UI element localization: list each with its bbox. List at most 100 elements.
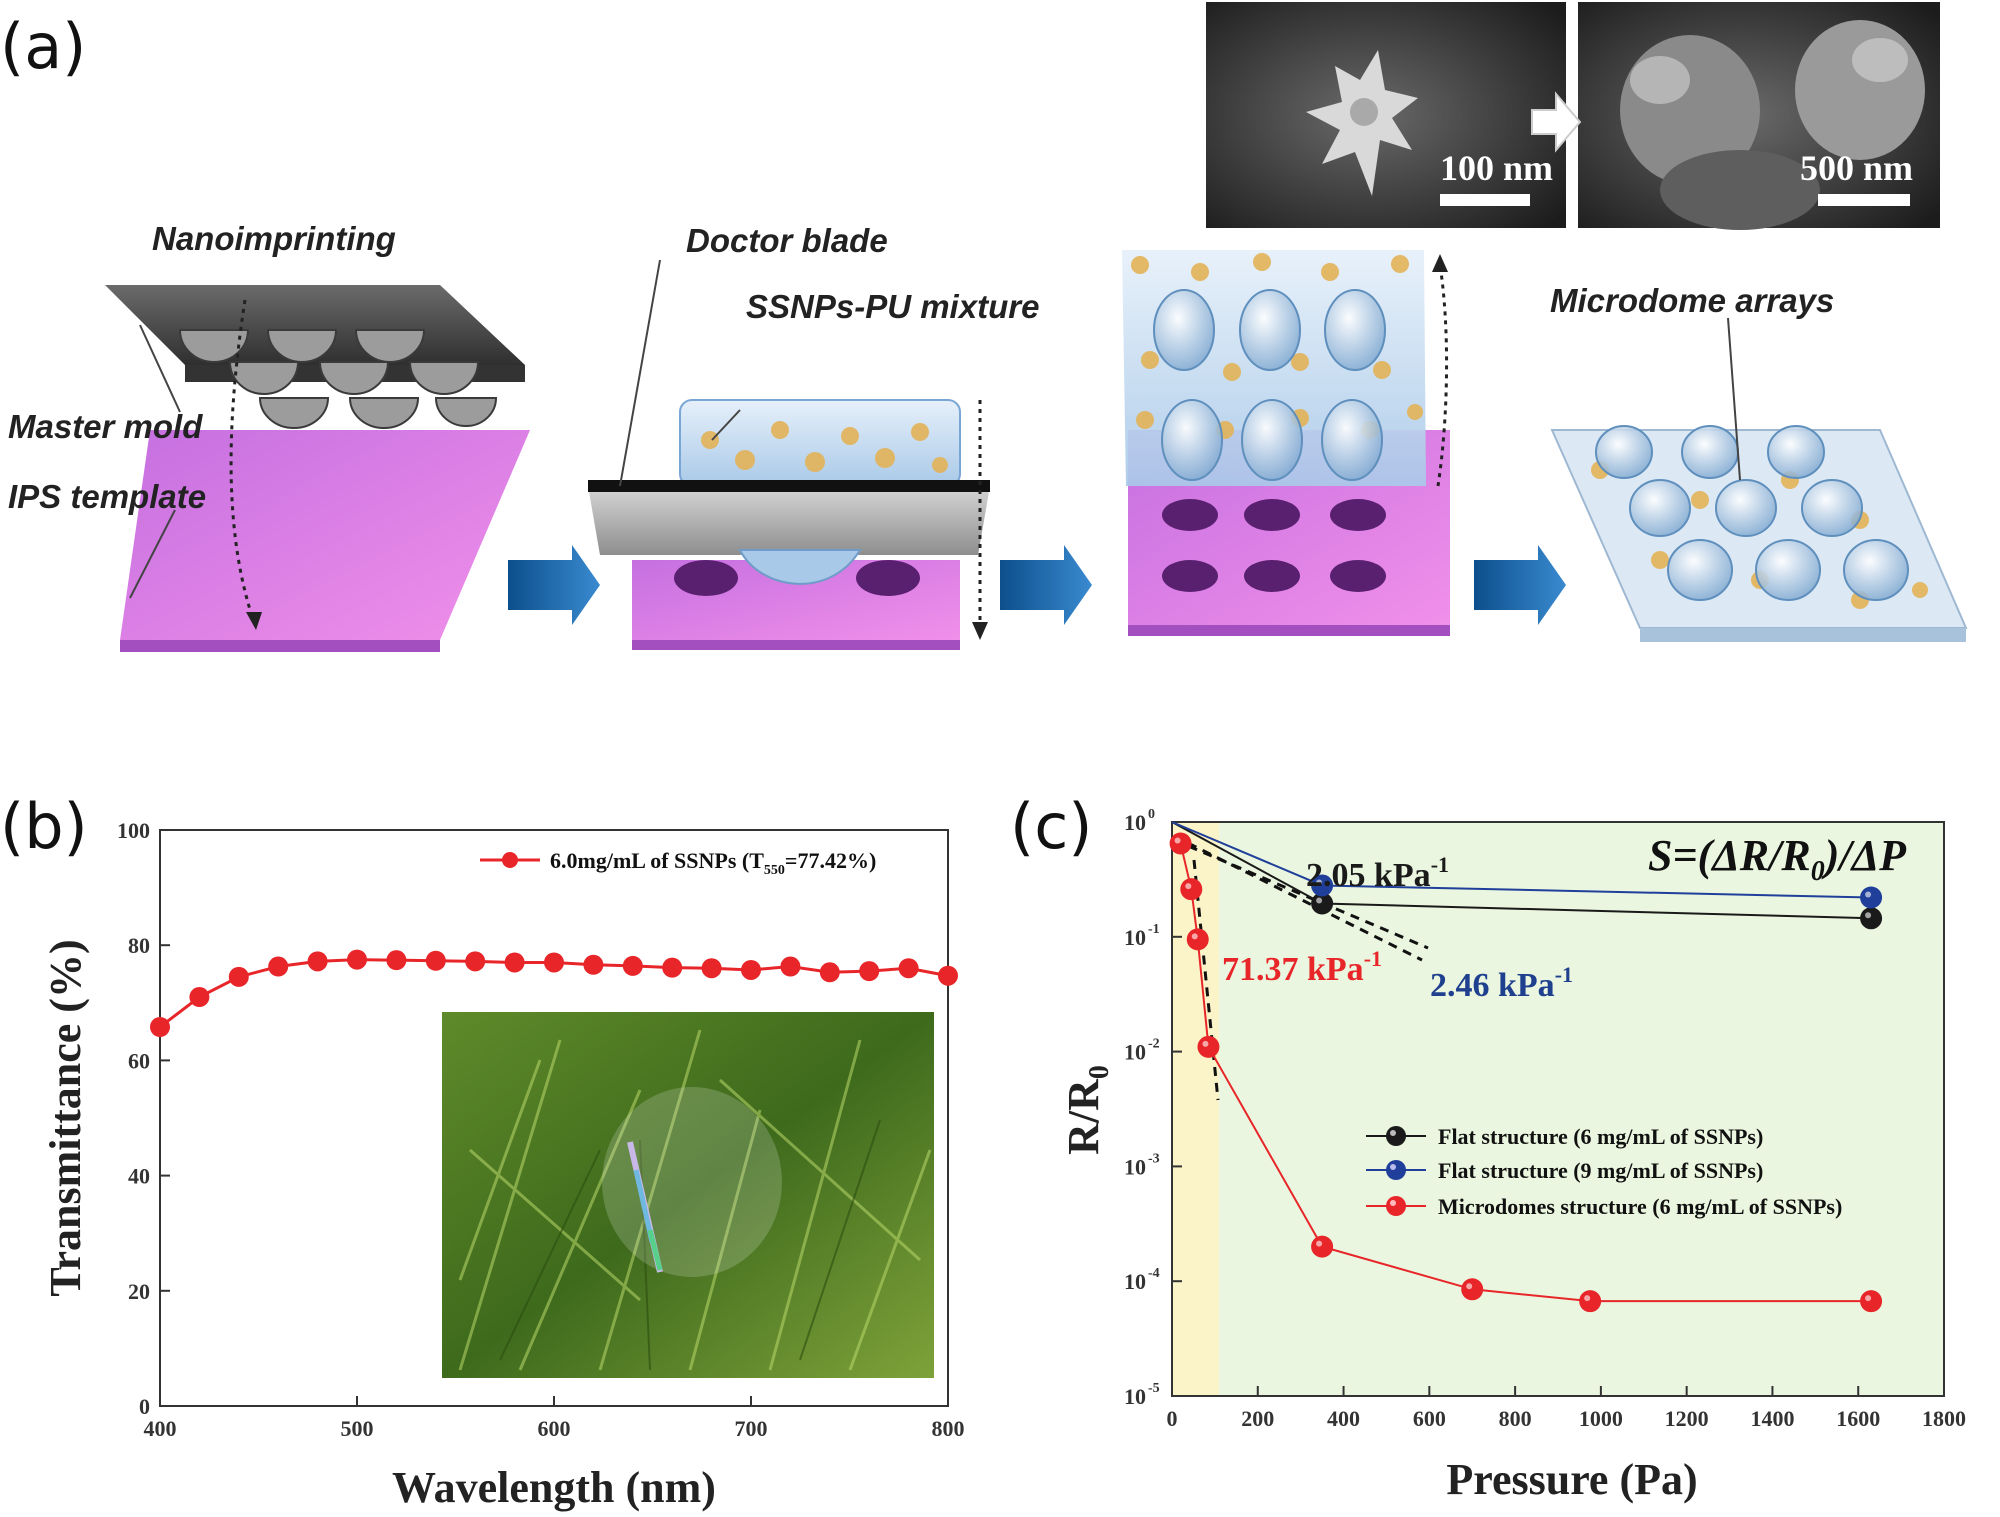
data-point-c bbox=[1860, 886, 1883, 909]
y-tick-exp-c: -2 bbox=[1148, 1037, 1160, 1052]
data-point-b bbox=[228, 966, 249, 987]
plot-c-series bbox=[1169, 821, 1883, 1313]
data-point-c bbox=[1311, 874, 1334, 897]
press-arrow bbox=[229, 299, 257, 626]
y-tick-label-c: 10 bbox=[1124, 1040, 1146, 1065]
y-tick-label-b: 20 bbox=[128, 1279, 150, 1304]
legend-b-suffix: =77.42%) bbox=[785, 848, 876, 873]
step-doctor-blade: Doctor blade SSNPs-PU mixture bbox=[588, 222, 1039, 650]
plot-b-series bbox=[150, 949, 958, 1037]
data-point-b bbox=[662, 957, 683, 978]
plot-b-ylabel: Transmittance (%) bbox=[41, 939, 90, 1296]
scalebar-label-right: 500 nm bbox=[1800, 148, 1913, 188]
process-arrow-1 bbox=[508, 545, 600, 625]
svg-text:R/R0: R/R0 bbox=[1059, 1065, 1115, 1155]
x-tick-label-c: 1000 bbox=[1579, 1406, 1623, 1431]
svg-text:S=(ΔR/R0)/ΔP: S=(ΔR/R0)/ΔP bbox=[1648, 831, 1907, 887]
legend-c-flat-9: Flat structure (9 mg/mL of SSNPs) bbox=[1438, 1158, 1763, 1183]
data-point-c bbox=[1311, 892, 1334, 915]
grass-inset-photo bbox=[442, 1012, 934, 1378]
data-point-b bbox=[583, 954, 604, 975]
label-ips-template: IPS template bbox=[8, 478, 206, 515]
panel-a-letter: (a) bbox=[0, 10, 86, 83]
label-microdome-arrays: Microdome arrays bbox=[1550, 282, 1834, 319]
data-point-b bbox=[938, 965, 958, 986]
data-point-c bbox=[1311, 1235, 1334, 1258]
y-tick-label-b: 80 bbox=[128, 933, 150, 958]
data-point-b bbox=[741, 959, 761, 980]
data-point-highlight bbox=[1865, 912, 1872, 919]
equation-sub: 0 bbox=[1811, 856, 1825, 887]
doctor-blade bbox=[588, 486, 990, 555]
x-tick-label-b: 400 bbox=[144, 1416, 177, 1441]
data-point-b bbox=[544, 952, 564, 973]
x-tick-label-c: 1400 bbox=[1750, 1406, 1794, 1431]
process-arrow-3 bbox=[1474, 545, 1566, 625]
legend-b-sub: 550 bbox=[764, 863, 785, 878]
plot-c-ylabel-sub: 0 bbox=[1084, 1065, 1115, 1079]
annotation-71-37: 71.37 kPa bbox=[1222, 951, 1364, 988]
y-tick-label-c: 10 bbox=[1124, 810, 1146, 835]
plot-c-shaded-regions bbox=[1172, 822, 1944, 1396]
x-tick-label-c: 600 bbox=[1413, 1406, 1446, 1431]
data-point-c bbox=[1461, 1278, 1484, 1301]
label-ssnps-pu: SSNPs-PU mixture bbox=[746, 288, 1039, 325]
data-point-highlight bbox=[1865, 1295, 1872, 1302]
y-tick-label-b: 60 bbox=[128, 1048, 150, 1073]
scalebar-label-left: 100 nm bbox=[1440, 148, 1553, 188]
step-peeling bbox=[1122, 250, 1450, 636]
sensitivity-equation: S=(ΔR/R bbox=[1648, 831, 1811, 880]
sem-arrow-icon bbox=[1531, 91, 1582, 153]
x-tick-label-c: 1800 bbox=[1922, 1406, 1966, 1431]
panel-c-letter: (c) bbox=[1010, 790, 1092, 863]
annotation-71-37-sup: -1 bbox=[1364, 946, 1382, 971]
data-point-highlight bbox=[1202, 1040, 1209, 1047]
annotation-2-05: 2.05 kPa bbox=[1306, 857, 1431, 894]
data-point-c bbox=[1579, 1290, 1602, 1313]
data-point-c bbox=[1197, 1035, 1220, 1058]
data-point-c bbox=[1180, 878, 1203, 901]
data-point-b bbox=[347, 949, 367, 970]
legend-c-microdomes: Microdomes structure (6 mg/mL of SSNPs) bbox=[1438, 1194, 1842, 1219]
y-tick-label-b: 100 bbox=[117, 818, 150, 843]
plot-b-axes: 400 500 600 700 800 0 20 40 60 80 100 bbox=[117, 818, 965, 1441]
data-point-b bbox=[780, 956, 801, 977]
data-point-highlight bbox=[1316, 897, 1323, 904]
plot-c-legend: Flat structure (6 mg/mL of SSNPs) Flat s… bbox=[1366, 1124, 1842, 1219]
label-doctor-blade: Doctor blade bbox=[686, 222, 888, 259]
data-point-highlight bbox=[1466, 1283, 1473, 1290]
x-tick-label-c: 800 bbox=[1499, 1406, 1532, 1431]
ssnps-pu-film bbox=[679, 399, 961, 487]
x-tick-label-b: 500 bbox=[341, 1416, 374, 1441]
plot-b-xlabel: Wavelength (nm) bbox=[392, 1463, 716, 1512]
data-point-highlight bbox=[1316, 1240, 1323, 1247]
data-point-highlight bbox=[1191, 933, 1198, 940]
data-point-c bbox=[1169, 832, 1192, 855]
svg-text:2.46 kPa-1: 2.46 kPa-1 bbox=[1430, 962, 1573, 1004]
mold-hemispheres bbox=[178, 329, 498, 429]
plot-c-ylabel: R/R bbox=[1059, 1078, 1108, 1155]
step-microdome-arrays: Microdome arrays bbox=[1550, 282, 1968, 642]
fit-lines bbox=[1173, 834, 1429, 1101]
data-point-highlight bbox=[1865, 891, 1872, 898]
ssnp-particles bbox=[701, 421, 948, 473]
data-point-b bbox=[701, 958, 722, 979]
data-point-highlight bbox=[1185, 883, 1192, 890]
transparent-sensor bbox=[602, 1087, 782, 1277]
data-point-highlight bbox=[1174, 837, 1181, 844]
film-domes bbox=[1153, 289, 1386, 481]
x-tick-label-c: 0 bbox=[1167, 1406, 1178, 1431]
data-point-b bbox=[268, 956, 289, 977]
y-tick-exp-c: -1 bbox=[1148, 922, 1160, 937]
y-tick-exp-c: -5 bbox=[1148, 1381, 1160, 1396]
ips-template-plate bbox=[120, 430, 530, 640]
plot-c-frame bbox=[1171, 821, 1945, 1397]
data-point-highlight bbox=[1316, 879, 1323, 886]
y-tick-exp-c: -4 bbox=[1148, 1266, 1160, 1281]
y-tick-exp-c: -3 bbox=[1148, 1151, 1160, 1166]
x-tick-label-b: 800 bbox=[932, 1416, 965, 1441]
y-tick-label-c: 10 bbox=[1124, 925, 1146, 950]
